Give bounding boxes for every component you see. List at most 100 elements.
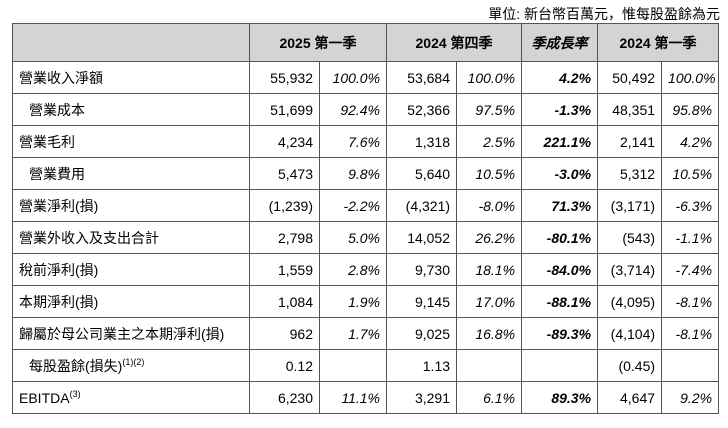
row-label: 營業淨利(損)	[12, 189, 250, 222]
value-2024q4: 9,025	[386, 317, 458, 350]
pct-2025q1: -2.2%	[318, 189, 388, 222]
qoq-growth: 221.1%	[521, 125, 599, 158]
qoq-growth: 89.3%	[521, 381, 599, 414]
value-2024q4: 3,291	[386, 381, 458, 414]
value-2025q1: 1,559	[249, 253, 320, 286]
qoq-growth: -89.3%	[521, 317, 599, 350]
value-2024q1: 2,141	[597, 125, 663, 158]
pct-2025q1: 11.1%	[318, 381, 388, 414]
row-label-text: EBITDA	[19, 389, 70, 406]
value-2025q1: 5,473	[249, 157, 320, 190]
pct-2025q1: 1.9%	[318, 285, 388, 318]
pct-2024q1: -8.1%	[661, 285, 720, 318]
value-2024q4: 1,318	[386, 125, 458, 158]
pct-2024q1: 100.0%	[661, 61, 720, 94]
row-label: 營業費用	[12, 157, 250, 190]
value-2025q1: 2,798	[249, 221, 320, 254]
pct-2024q1: -1.1%	[661, 221, 720, 254]
qoq-growth: -1.3%	[521, 93, 599, 126]
value-2024q4: 5,640	[386, 157, 458, 190]
pct-2025q1: 1.7%	[318, 317, 388, 350]
income-statement-table: 2025 第一季 2024 第四季 季成長率 2024 第一季 營業收入淨額 55…	[12, 23, 720, 414]
pct-2024q1: -6.3%	[661, 189, 720, 222]
qoq-growth: -3.0%	[521, 157, 599, 190]
pct-2024q4: 100.0%	[456, 61, 523, 94]
table-row: 每股盈餘(損失)(1)(2) 0.12 1.13 (0.45)	[12, 349, 720, 382]
pct-2025q1: 5.0%	[318, 221, 388, 254]
value-2025q1: (1,239)	[249, 189, 320, 222]
row-label-text: 稅前淨利(損)	[19, 261, 99, 278]
table-row: 營業收入淨額 55,932 100.0% 53,684 100.0% 4.2% 50,492…	[12, 61, 720, 94]
pct-2024q1: 95.8%	[661, 93, 720, 126]
pct-2024q4: 16.8%	[456, 317, 523, 350]
value-2024q4: 9,145	[386, 285, 458, 318]
pct-2024q1: -8.1%	[661, 317, 720, 350]
pct-2024q1: 4.2%	[661, 125, 720, 158]
value-2024q4: (4,321)	[386, 189, 458, 222]
value-2024q1: (4,095)	[597, 285, 663, 318]
pct-2024q4: 26.2%	[456, 221, 523, 254]
row-label: 營業外收入及支出合計	[12, 221, 250, 254]
pct-2024q1: 9.2%	[661, 381, 720, 414]
value-2024q4: 14,052	[386, 221, 458, 254]
pct-2024q4: 18.1%	[456, 253, 523, 286]
row-label: 本期淨利(損)	[12, 285, 250, 318]
table-row: 歸屬於母公司業主之本期淨利(損) 962 1.7% 9,025 16.8% -89.3%(…	[12, 317, 720, 350]
table-row: 本期淨利(損) 1,084 1.9% 9,145 17.0% -88.1% (4,095) -…	[12, 285, 720, 318]
value-2024q1: (0.45)	[597, 349, 663, 382]
value-2024q1: (3,171)	[597, 189, 663, 222]
value-2024q4: 52,366	[386, 93, 458, 126]
value-2024q1: 50,492	[597, 61, 663, 94]
table-row: 營業費用 5,473 9.8% 5,640 10.5% -3.0% 5,312 10.5%	[12, 157, 720, 190]
qoq-growth: -88.1%	[521, 285, 599, 318]
value-2025q1: 4,234	[249, 125, 320, 158]
row-label: 營業成本	[12, 93, 250, 126]
value-2024q1: 48,351	[597, 93, 663, 126]
row-label-text: 營業成本	[29, 101, 85, 118]
qoq-growth: 4.2%	[521, 61, 599, 94]
pct-2024q4: -8.0%	[456, 189, 523, 222]
pct-2025q1: 9.8%	[318, 157, 388, 190]
row-label-text: 營業淨利(損)	[19, 197, 99, 214]
header-2024q4: 2024 第四季	[386, 23, 523, 62]
table-row: 營業外收入及支出合計 2,798 5.0% 14,052 26.2% -80.1% (543…	[12, 221, 720, 254]
value-2024q4: 53,684	[386, 61, 458, 94]
value-2024q1: (543)	[597, 221, 663, 254]
row-label: 營業毛利	[12, 125, 250, 158]
qoq-growth: -84.0%	[521, 253, 599, 286]
row-label-text: 營業費用	[29, 165, 85, 182]
pct-2024q4: 17.0%	[456, 285, 523, 318]
qoq-growth: -80.1%	[521, 221, 599, 254]
row-label-text: 營業毛利	[19, 133, 75, 150]
table-row: 稅前淨利(損) 1,559 2.8% 9,730 18.1% -84.0% (3,714) -…	[12, 253, 720, 286]
header-blank-cell	[12, 23, 250, 62]
unit-note: 單位: 新台幣百萬元，惟每股盈餘為元	[488, 6, 720, 22]
value-2025q1: 55,932	[249, 61, 320, 94]
row-label: 營業收入淨額	[12, 61, 250, 94]
pct-2024q1: -7.4%	[661, 253, 720, 286]
table-row: EBITDA(3) 6,230 11.1% 3,291 6.1% 89.3% 4,647 9.…	[12, 381, 720, 414]
pct-2024q4: 6.1%	[456, 381, 523, 414]
value-2024q1: (4,104)	[597, 317, 663, 350]
footnote-marker: (3)	[69, 388, 81, 399]
header-qoq-growth: 季成長率	[521, 23, 599, 62]
qoq-growth: 71.3%	[521, 189, 599, 222]
footnote-marker: (1)(2)	[122, 356, 145, 367]
row-label: EBITDA(3)	[12, 381, 250, 414]
pct-2025q1	[318, 349, 388, 382]
value-2025q1: 962	[249, 317, 320, 350]
value-2025q1: 51,699	[249, 93, 320, 126]
value-2024q4: 9,730	[386, 253, 458, 286]
table-row: 營業淨利(損) (1,239) -2.2% (4,321) -8.0% 71.3% (3,1…	[12, 189, 720, 222]
value-2025q1: 0.12	[249, 349, 320, 382]
header-2024q1: 2024 第一季	[597, 23, 720, 62]
value-2024q1: 5,312	[597, 157, 663, 190]
row-label: 每股盈餘(損失)(1)(2)	[12, 349, 250, 382]
table-header-row: 2025 第一季 2024 第四季 季成長率 2024 第一季	[12, 23, 720, 62]
pct-2024q4	[456, 349, 523, 382]
value-2024q4: 1.13	[386, 349, 458, 382]
value-2025q1: 1,084	[249, 285, 320, 318]
pct-2024q4: 10.5%	[456, 157, 523, 190]
pct-2024q1	[661, 349, 720, 382]
pct-2025q1: 92.4%	[318, 93, 388, 126]
